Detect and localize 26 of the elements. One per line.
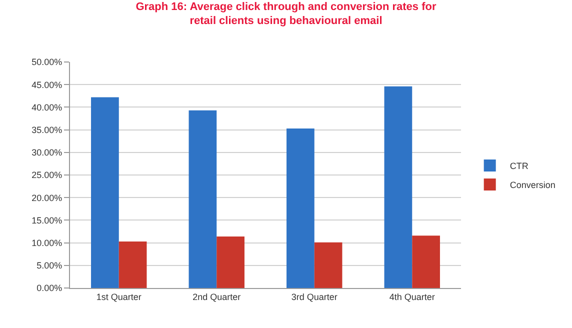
y-tick-label: 50.00% [32, 57, 62, 68]
y-tick-label: 45.00% [32, 80, 62, 90]
x-tick-label: 4th Quarter [389, 292, 435, 302]
y-tick-label: 30.00% [32, 148, 62, 158]
y-tick-label: 40.00% [32, 102, 62, 112]
x-tick-label: 1st Quarter [96, 292, 142, 302]
y-tick-label: 5.00% [36, 260, 62, 271]
bar [412, 236, 440, 288]
bar [188, 110, 217, 288]
y-tick-label: 15.00% [32, 215, 62, 226]
legend-label: Conversion [510, 180, 556, 190]
legend-label: CTR [510, 161, 529, 172]
bar [384, 86, 412, 288]
y-tick-label: 25.00% [32, 170, 62, 180]
x-tick-label: 3rd Quarter [291, 292, 338, 302]
y-tick-label: 35.00% [32, 124, 62, 135]
x-tick-label: 2nd Quarter [192, 292, 241, 302]
bar [314, 242, 342, 288]
chart-title: Graph 16: Average click through and conversion rates for retail clients using behavioural email [136, 0, 437, 28]
y-tick-label: 20.00% [32, 192, 62, 203]
bar [91, 97, 119, 288]
bar [118, 241, 147, 288]
bar [286, 128, 314, 288]
y-tick-label: 0.00% [36, 283, 62, 294]
bar [216, 236, 244, 288]
y-tick-label: 10.00% [32, 238, 62, 248]
